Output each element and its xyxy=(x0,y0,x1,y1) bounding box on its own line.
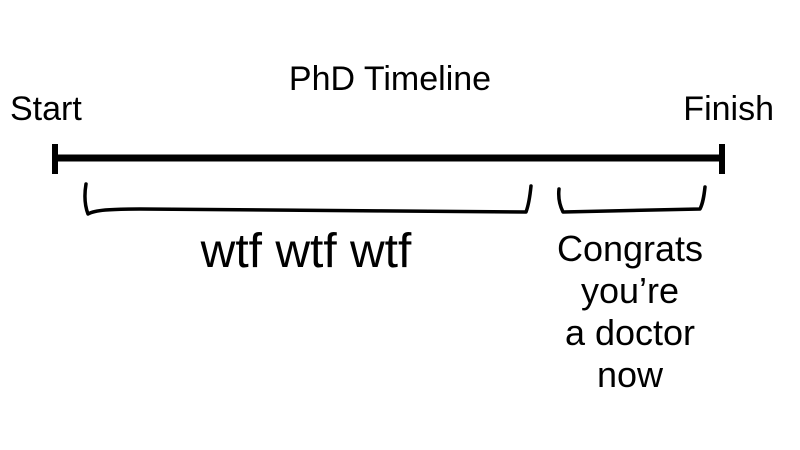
phase2-label-line: now xyxy=(596,354,664,395)
phase1-label: wtf wtf wtf xyxy=(200,225,412,278)
phase1-bracket xyxy=(83,182,533,216)
diagram-title: PhD Timeline xyxy=(288,60,492,98)
phase2-label-line: a doctor xyxy=(564,312,696,353)
phase2-label-line: you’re xyxy=(580,270,680,311)
phase2-bracket xyxy=(557,185,707,214)
start-label: Start xyxy=(10,90,82,128)
finish-label: Finish xyxy=(683,90,774,128)
phase2-label-line: Congrats xyxy=(556,228,704,269)
phase2-label: Congrats you’re a doctor now xyxy=(530,228,730,396)
